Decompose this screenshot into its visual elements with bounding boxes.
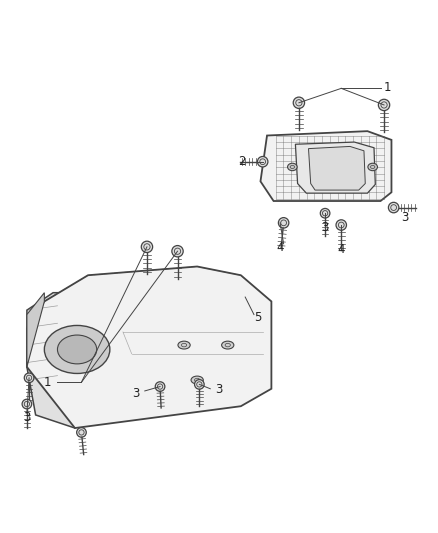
Text: 4: 4 bbox=[276, 241, 284, 254]
Circle shape bbox=[24, 373, 34, 383]
Polygon shape bbox=[27, 293, 44, 367]
Circle shape bbox=[77, 427, 86, 437]
Circle shape bbox=[389, 203, 399, 213]
Ellipse shape bbox=[222, 341, 234, 349]
Circle shape bbox=[279, 217, 289, 228]
Circle shape bbox=[141, 241, 152, 253]
Text: 1: 1 bbox=[383, 81, 391, 94]
Text: 1: 1 bbox=[44, 376, 52, 389]
Text: 3: 3 bbox=[215, 383, 223, 396]
Polygon shape bbox=[261, 131, 392, 201]
Ellipse shape bbox=[178, 341, 190, 349]
Circle shape bbox=[320, 208, 330, 218]
Circle shape bbox=[293, 97, 304, 108]
Ellipse shape bbox=[368, 163, 378, 171]
Text: 3: 3 bbox=[23, 410, 31, 424]
Text: 4: 4 bbox=[338, 244, 345, 256]
Polygon shape bbox=[27, 293, 132, 428]
Polygon shape bbox=[295, 142, 375, 193]
Text: 3: 3 bbox=[321, 221, 329, 233]
Ellipse shape bbox=[44, 326, 110, 374]
Circle shape bbox=[378, 99, 390, 111]
Circle shape bbox=[336, 220, 346, 230]
Text: 3: 3 bbox=[401, 211, 408, 224]
Ellipse shape bbox=[57, 335, 97, 364]
Text: 5: 5 bbox=[254, 311, 262, 324]
Ellipse shape bbox=[191, 376, 203, 384]
Circle shape bbox=[22, 399, 32, 409]
Text: 3: 3 bbox=[132, 387, 140, 400]
Text: 2: 2 bbox=[238, 155, 246, 168]
Circle shape bbox=[194, 379, 204, 389]
Polygon shape bbox=[308, 147, 365, 190]
Circle shape bbox=[258, 157, 268, 167]
Polygon shape bbox=[27, 266, 272, 428]
Circle shape bbox=[155, 382, 165, 391]
Ellipse shape bbox=[288, 163, 297, 171]
Circle shape bbox=[172, 246, 183, 257]
